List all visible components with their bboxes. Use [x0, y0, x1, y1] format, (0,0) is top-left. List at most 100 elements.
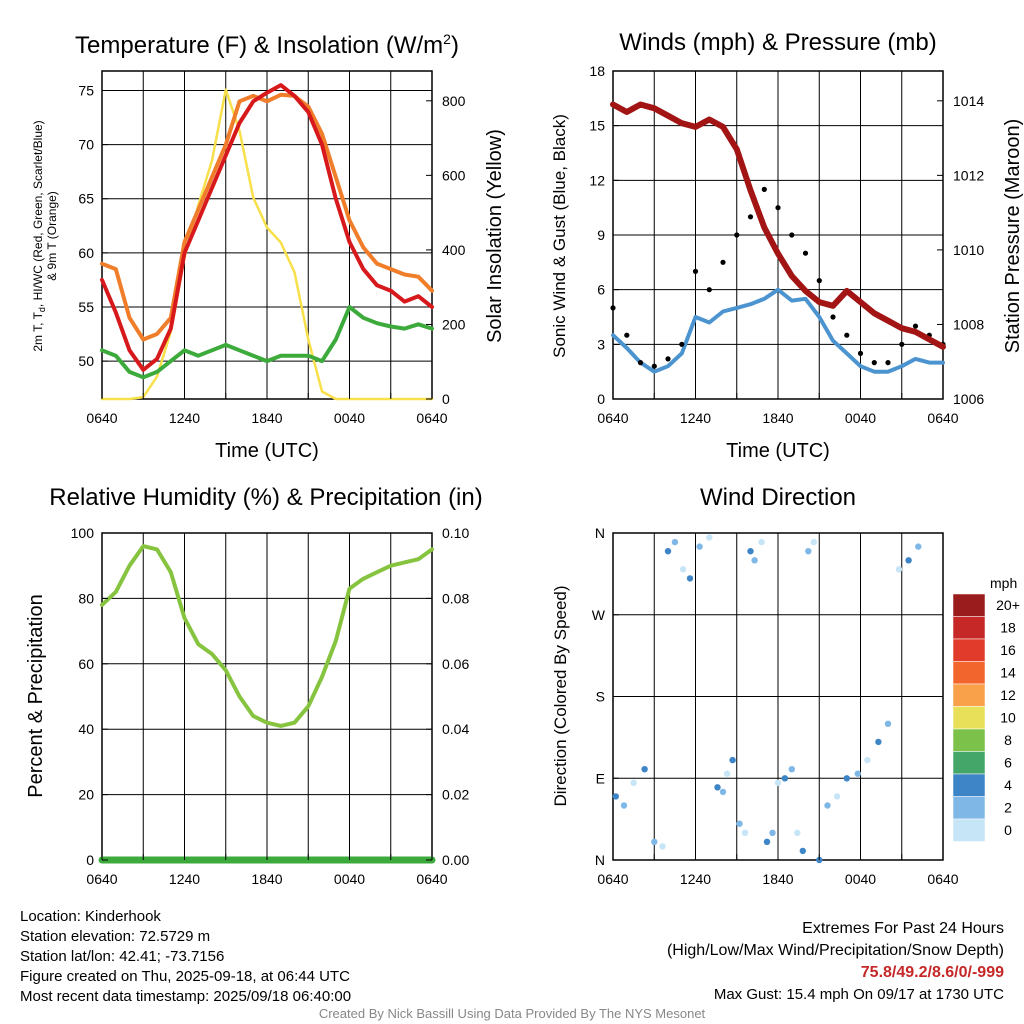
winds-ticks: 0640 1240 1840 0040 0640 0 3 6 9 12 15 18 1006 1008 10… — [589, 63, 984, 426]
direction-point — [781, 775, 789, 782]
gust-point — [610, 305, 616, 311]
relative-humidity-line — [100, 544, 434, 728]
x-tick-label: 0640 — [597, 410, 628, 426]
legend-label: 12 — [1000, 687, 1016, 703]
gust-point — [720, 259, 726, 265]
gust-point — [789, 232, 795, 238]
direction-point — [805, 548, 812, 555]
legend-label: 10 — [1000, 710, 1016, 726]
y-tick-label-left: 20 — [78, 787, 94, 803]
legend-swatch — [952, 638, 986, 662]
y-tick-label-left: 3 — [597, 336, 605, 352]
temp-9m-line — [100, 92, 434, 342]
y-tick-label-right: 1010 — [953, 242, 984, 258]
legend-label: 8 — [1004, 732, 1012, 748]
direction-point — [630, 779, 637, 786]
y-tick-label-right: 0.04 — [442, 721, 469, 737]
direction-point — [875, 738, 882, 746]
gust-point — [706, 287, 712, 293]
y-tick-label-right: 0 — [442, 391, 450, 407]
humidity-ylabel-left: Percent & Precipitation — [25, 594, 47, 797]
y-tick-label-left: E — [596, 770, 605, 786]
legend-swatch — [952, 616, 986, 640]
direction-point — [686, 575, 694, 582]
x-tick-label: 1840 — [762, 871, 793, 887]
gust-point — [871, 360, 877, 366]
direction-grid — [613, 533, 943, 860]
station-info: Location: Kinderhook Station elevation: … — [20, 907, 351, 1007]
direction-point — [719, 788, 727, 796]
x-tick-label: 0040 — [845, 871, 876, 887]
gust-point — [665, 356, 671, 362]
legend-label: 6 — [1004, 755, 1012, 771]
direction-point — [799, 847, 806, 855]
winds-ylabel-left: Sonic Wind & Gust (Blue, Black) — [550, 114, 569, 358]
credit-line: Created By Nick Bassill Using Data Provi… — [318, 1006, 706, 1021]
y-tick-label-left: 50 — [78, 353, 94, 369]
legend-swatch — [952, 773, 986, 797]
gust-point — [816, 278, 822, 284]
direction-point — [723, 770, 731, 777]
direction-point — [905, 557, 912, 564]
gust-point — [830, 314, 836, 320]
y-tick-label-right: 1008 — [953, 316, 984, 332]
x-tick-label: 1240 — [169, 871, 200, 887]
sonic-wind-line — [611, 287, 945, 374]
legend-swatch — [952, 796, 986, 820]
temperature-ylabel-right: Solar Insolation (Yellow) — [484, 129, 506, 343]
direction-point — [741, 829, 749, 836]
x-tick-label: 0640 — [416, 871, 447, 887]
y-tick-label-left: 70 — [78, 137, 94, 153]
legend-label: 2 — [1004, 800, 1012, 816]
humidity-ticks: 0640 1240 1840 0040 0640 0 20 40 60 80 100 0.00 0.02… — [71, 525, 470, 887]
max-gust: Max Gust: 15.4 mph On 09/17 at 1730 UTC — [713, 986, 1004, 1003]
direction-point — [864, 756, 871, 764]
legend-label: 18 — [1000, 620, 1016, 636]
y-tick-label-right: 0.00 — [442, 852, 469, 868]
temperature-xlabel: Time (UTC) — [215, 440, 319, 462]
direction-point — [664, 548, 672, 555]
y-tick-label-left: N — [595, 525, 605, 541]
gust-point — [747, 214, 754, 220]
humidity-panel: Relative Humidity (%) & Precipitation (i… — [25, 484, 483, 887]
y-tick-label-left: 75 — [78, 82, 94, 98]
y-tick-label-left: 100 — [71, 525, 95, 541]
direction-point — [659, 843, 666, 850]
temperature-grid — [102, 71, 432, 399]
x-tick-label: 0040 — [845, 410, 876, 426]
direction-ticks: 0640 1240 1840 0040 0640 N E S W N — [592, 525, 959, 887]
direction-point — [810, 538, 817, 546]
winds-title: Winds (mph) & Pressure (mb) — [619, 29, 936, 56]
humidity-grid — [102, 533, 432, 860]
legend-swatch — [952, 593, 986, 617]
y-tick-label-left: 9 — [597, 227, 605, 243]
extremes-title: Extremes For Past 24 Hours — [802, 920, 1004, 937]
y-tick-label-right: 0.06 — [442, 656, 469, 672]
direction-point — [833, 793, 841, 800]
temperature-ylabel-left-2: & 9m T (Orange) — [45, 191, 59, 281]
gust-point — [637, 360, 644, 366]
elevation-line: Station elevation: 72.5729 m — [20, 928, 211, 945]
legend-label: 20+ — [996, 597, 1020, 613]
direction-ylabel-left: Direction (Colored By Speed) — [551, 585, 570, 806]
x-tick-label: 1240 — [680, 410, 711, 426]
winds-xlabel: Time (UTC) — [726, 440, 830, 462]
x-tick-label: 0640 — [86, 871, 117, 887]
gust-point — [761, 186, 767, 192]
y-tick-label-left: N — [595, 852, 605, 868]
extremes-block: Extremes For Past 24 Hours (High/Low/Max… — [667, 918, 1004, 1006]
direction-point — [679, 566, 687, 573]
gust-point — [844, 332, 850, 338]
y-tick-label-left: W — [592, 607, 606, 623]
y-tick-label-left: 18 — [589, 63, 605, 79]
y-tick-label-left: 0 — [597, 391, 605, 407]
y-tick-label-left: 15 — [589, 118, 605, 134]
direction-title: Wind Direction — [700, 484, 856, 511]
x-tick-label: 0640 — [927, 410, 958, 426]
solar-insolation-line — [100, 88, 434, 401]
humidity-title: Relative Humidity (%) & Precipitation (i… — [49, 484, 482, 511]
legend-swatch — [952, 728, 986, 752]
y-tick-label-left: S — [596, 689, 605, 705]
x-tick-label: 1840 — [251, 871, 282, 887]
